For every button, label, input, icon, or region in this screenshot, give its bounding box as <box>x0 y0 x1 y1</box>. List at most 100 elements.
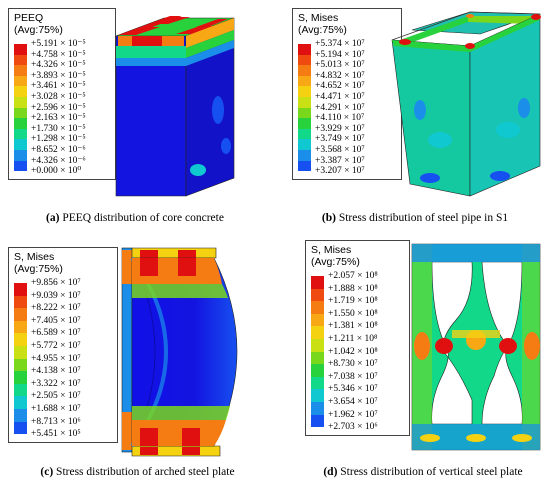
legend-d-value: +7.038 × 10⁷ <box>328 371 378 382</box>
legend-c-value: +8.222 × 10⁷ <box>31 303 81 314</box>
legend-d-value: +1.888 × 10⁸ <box>328 283 378 294</box>
legend-d-swatch <box>311 276 324 289</box>
legend-a-swatch <box>14 128 27 140</box>
legend-a-value: +0.000 × 10⁰ <box>31 166 82 177</box>
legend-d-swatch <box>311 288 324 302</box>
legend-a-swatch <box>14 118 27 129</box>
legend-a-value: +3.461 × 10⁻⁵ <box>31 81 86 92</box>
legend-c-value: +4.138 × 10⁷ <box>31 366 81 377</box>
legend-a-value: +2.163 × 10⁻⁵ <box>31 113 86 124</box>
legend-a-value: +4.326 × 10⁻⁵ <box>31 60 86 71</box>
legend-a-value: +5.191 × 10⁻⁵ <box>31 39 86 49</box>
legend-b-value: +5.013 × 10⁷ <box>315 60 365 71</box>
legend-a-value: +8.652 × 10⁻⁶ <box>31 145 86 155</box>
legend-d: S, Mises (Avg:75%) +2.057 × 10⁸ +1.888 × … <box>305 240 410 436</box>
legend-b-value: +4.652 × 10⁷ <box>315 81 365 92</box>
legend-a-swatch <box>14 44 27 55</box>
legend-a-value: +2.596 × 10⁻⁵ <box>31 102 86 113</box>
legend-c-value: +9.856 × 10⁷ <box>31 278 81 288</box>
legend-b: S, Mises (Avg:75%) +5.374 × 10⁷ +5.194 × … <box>292 8 402 180</box>
legend-d-swatch <box>311 339 324 352</box>
legend-a-value: +4.326 × 10⁻⁶ <box>31 155 86 166</box>
legend-c-value: +5.772 × 10⁷ <box>31 341 81 351</box>
legend-a-swatch <box>14 54 27 66</box>
legend-b-value: +4.110 × 10⁷ <box>315 113 365 124</box>
legend-d-title: S, Mises (Avg:75%) <box>311 244 360 268</box>
legend-c-swatch <box>14 371 27 384</box>
legend-c-swatch <box>14 320 27 334</box>
legend-d-value: +1.962 × 10⁷ <box>328 409 378 420</box>
legend-b-swatch <box>298 65 311 76</box>
legend-b-swatch <box>298 75 311 87</box>
legend-c-swatch <box>14 283 27 296</box>
legend-c-value: +4.955 × 10⁷ <box>31 353 81 364</box>
legend-b-value: +3.929 × 10⁷ <box>315 123 365 134</box>
legend-b-swatch <box>298 160 311 172</box>
legend-d-value: +1.042 × 10⁸ <box>328 346 378 357</box>
legend-d-swatch <box>311 301 324 314</box>
legend-c: S, Mises (Avg:75%) +9.856 × 10⁷ +9.039 × … <box>8 247 118 443</box>
legend-b-value: +3.749 × 10⁷ <box>315 134 365 145</box>
legend-c-swatch <box>14 358 27 372</box>
legend-c-value: +2.505 × 10⁷ <box>31 391 81 402</box>
legend-c-swatch <box>14 333 27 346</box>
legend-c-value: +6.589 × 10⁷ <box>31 328 81 339</box>
legend-a-value: +3.893 × 10⁻⁵ <box>31 70 86 81</box>
legend-a-title: PEEQ (Avg:75%) <box>14 12 63 36</box>
legend-c-swatch <box>14 308 27 321</box>
legend-c-title: S, Mises (Avg:75%) <box>14 251 63 275</box>
legend-b-value: +4.471 × 10⁷ <box>315 92 365 102</box>
legend-a-swatch <box>14 139 27 150</box>
legend-b-swatch <box>298 86 311 97</box>
legend-d-value: +1.381 × 10⁸ <box>328 321 378 332</box>
legend-c-value: +9.039 × 10⁷ <box>31 290 81 301</box>
legend-c-swatch <box>14 295 27 309</box>
legend-c-value: +1.688 × 10⁷ <box>31 404 81 414</box>
legend-b-value: +5.374 × 10⁷ <box>315 39 365 49</box>
legend-d-value: +2.703 × 10⁶ <box>328 422 378 433</box>
legend-c-swatch <box>14 346 27 359</box>
legend-d-swatch <box>311 313 324 327</box>
legend-d-value: +1.719 × 10⁸ <box>328 296 378 307</box>
caption-b: (b) Stress distribution of steel pipe in… <box>321 212 509 224</box>
legend-a-value: +1.730 × 10⁻⁵ <box>31 123 86 134</box>
legend-b-swatch <box>298 150 311 161</box>
legend-c-value: +8.713 × 10⁶ <box>31 416 81 427</box>
legend-d-swatch <box>311 376 324 390</box>
legend-b-swatch <box>298 44 311 55</box>
legend-c-value: +3.322 × 10⁷ <box>31 378 81 389</box>
legend-d-swatch <box>311 351 324 365</box>
legend-b-swatch <box>298 54 311 66</box>
legend-d-swatch <box>311 402 324 415</box>
legend-c-value: +5.451 × 10⁵ <box>31 429 81 440</box>
legend-a-swatch <box>14 107 27 119</box>
caption-c: (c) Stress distribution of arched steel … <box>40 466 235 478</box>
legend-d-swatch <box>311 326 324 339</box>
legend-d-value: +1.550 × 10⁸ <box>328 308 378 319</box>
legend-a-swatch <box>14 75 27 87</box>
legend-a-swatch <box>14 65 27 76</box>
legend-d-value: +2.057 × 10⁸ <box>328 271 378 281</box>
legend-d-swatch <box>311 414 324 428</box>
legend-a-swatch <box>14 97 27 108</box>
legend-b-value: +4.291 × 10⁷ <box>315 102 365 113</box>
legend-b-swatch <box>298 128 311 140</box>
legend-c-swatch <box>14 383 27 397</box>
caption-a: (a) PEEQ distribution of core concrete <box>46 212 224 224</box>
legend-d-swatch <box>311 389 324 402</box>
legend-b-value: +3.568 × 10⁷ <box>315 145 365 155</box>
legend-c-swatch <box>14 421 27 435</box>
legend-b-value: +3.387 × 10⁷ <box>315 155 365 166</box>
legend-b-value: +5.194 × 10⁷ <box>315 49 365 60</box>
legend-a-value: +4.758 × 10⁻⁵ <box>31 49 86 60</box>
legend-a-value: +1.298 × 10⁻⁵ <box>31 134 86 145</box>
legend-a-value: +3.028 × 10⁻⁵ <box>31 92 86 102</box>
legend-b-value: +4.832 × 10⁷ <box>315 70 365 81</box>
legend-a: PEEQ (Avg:75%) +5.191 × 10⁻⁵ +4.758 × 10⁻… <box>8 8 116 180</box>
legend-a-swatch <box>14 160 27 172</box>
legend-c-swatch <box>14 396 27 409</box>
legend-b-swatch <box>298 107 311 119</box>
